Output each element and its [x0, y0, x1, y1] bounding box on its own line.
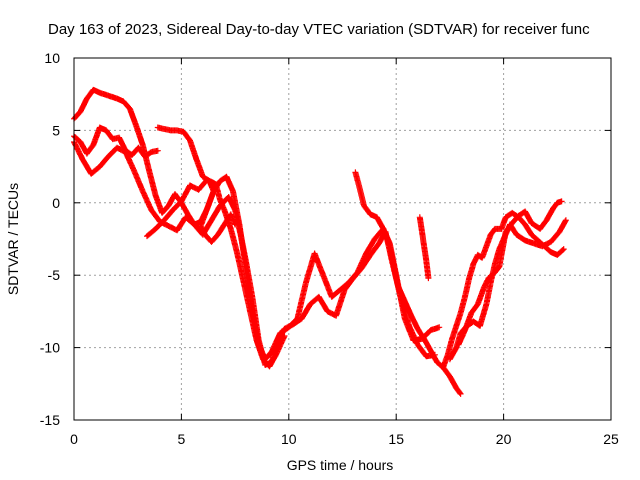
series-markers — [154, 124, 239, 245]
plot-frame — [73, 57, 612, 421]
y-tick-label: 10 — [44, 50, 60, 66]
axis-ticks: 0 5 10 15 20 25 10 5 0 -5 -10 -15 — [40, 50, 619, 447]
series-trace-f — [352, 169, 464, 397]
y-tick-label: 0 — [52, 195, 60, 211]
x-tick-label: 20 — [496, 431, 512, 447]
x-tick-label: 0 — [70, 431, 78, 447]
series-trace-g — [416, 214, 432, 282]
y-tick-label: -15 — [40, 412, 60, 428]
y-tick-label: -10 — [40, 340, 60, 356]
y-tick-label: 5 — [52, 122, 60, 138]
chart-title: Day 163 of 2023, Sidereal Day-to-day VTE… — [48, 21, 590, 38]
x-tick-label: 15 — [388, 431, 404, 447]
series-markers — [352, 169, 464, 397]
y-tick-label: -5 — [48, 267, 61, 283]
data-series — [71, 86, 569, 397]
x-axis-label: GPS time / hours — [287, 457, 394, 473]
x-tick-label: 25 — [603, 431, 619, 447]
series-trace-j — [455, 198, 565, 348]
series-trace-d — [144, 176, 288, 370]
series-markers — [416, 214, 432, 282]
series-markers — [455, 198, 565, 348]
x-tick-label: 10 — [281, 431, 297, 447]
series-trace-e — [154, 124, 239, 245]
series-markers — [144, 176, 288, 370]
y-axis-label: SDTVAR / TECUs — [5, 183, 21, 295]
x-tick-label: 5 — [178, 431, 186, 447]
